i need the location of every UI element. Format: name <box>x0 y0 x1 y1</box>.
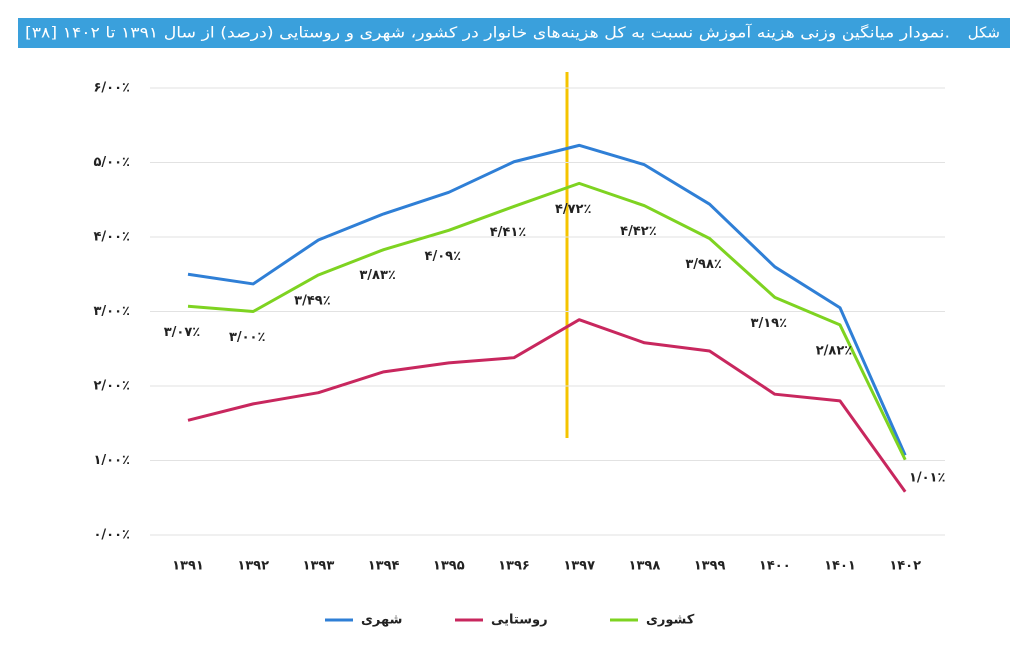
grid <box>150 87 945 536</box>
x-tick-label: ۱۳۹۶ <box>498 559 530 574</box>
x-tick-label: ۱۳۹۸ <box>629 559 661 574</box>
legend-label: روستایی <box>491 613 548 628</box>
y-tick-label: ۰/۰۰٪ <box>94 528 131 543</box>
x-tick-label: ۱۳۹۹ <box>694 559 726 574</box>
data-label: ۳/۰۷٪ <box>164 325 201 340</box>
y-tick-label: ۲/۰۰٪ <box>94 379 131 394</box>
data-label: ۴/۷۲٪ <box>555 202 592 217</box>
chart-title: .نمودار میانگین وزنی هزینه آموزش نسبت به… <box>25 24 950 42</box>
x-tick-label: ۱۳۹۴ <box>368 559 400 574</box>
data-label: ۲/۸۲٪ <box>816 343 853 358</box>
data-label: ۴/۰۹٪ <box>425 249 462 264</box>
data-label: ۳/۰۰٪ <box>229 330 266 345</box>
y-tick-label: ۳/۰۰٪ <box>94 304 131 319</box>
series-line <box>187 181 907 461</box>
x-tick-label: ۱۳۹۱ <box>172 559 204 574</box>
data-label: ۱/۰۱٪ <box>909 470 946 485</box>
legend-label: کشوری <box>646 613 695 628</box>
y-tick-label: ۴/۰۰٪ <box>94 230 131 245</box>
x-tick-label: ۱۳۹۷ <box>563 559 595 574</box>
data-label: ۳/۹۸٪ <box>685 257 722 272</box>
header-bar <box>18 18 1010 48</box>
figure-label: شکل <box>968 24 1000 42</box>
x-tick-label: ۱۳۹۳ <box>303 559 335 574</box>
x-tick-label: ۱۴۰۰ <box>759 559 791 574</box>
y-tick-label: ۵/۰۰٪ <box>94 155 131 170</box>
x-tick-label: ۱۳۹۵ <box>433 559 465 574</box>
y-tick-label: ۱/۰۰٪ <box>94 453 131 468</box>
x-tick-label: ۱۴۰۱ <box>824 559 856 574</box>
x-tick-label: ۱۴۰۲ <box>889 559 921 574</box>
data-label: ۳/۸۳٪ <box>359 268 396 283</box>
series-line <box>187 143 907 456</box>
legend-label: شهری <box>361 613 402 628</box>
y-tick-label: ۶/۰۰٪ <box>94 81 131 96</box>
data-label: ۳/۴۹٪ <box>294 293 331 308</box>
data-label: ۴/۴۲٪ <box>620 224 657 239</box>
x-tick-label: ۱۳۹۲ <box>237 559 269 574</box>
data-label: ۴/۴۱٪ <box>490 225 527 240</box>
series-line <box>187 318 907 493</box>
data-label: ۳/۱۹٪ <box>751 316 788 331</box>
